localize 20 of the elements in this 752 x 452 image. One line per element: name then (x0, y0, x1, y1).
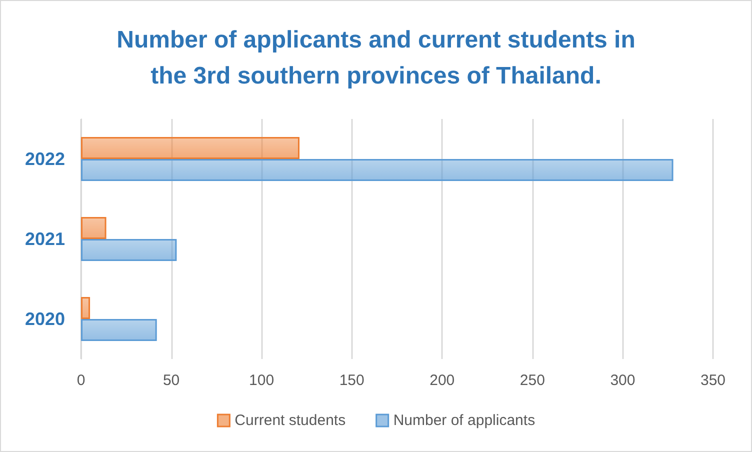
legend-label: Number of applicants (393, 412, 536, 429)
x-tick-label: 350 (700, 372, 726, 389)
x-tick-label: 100 (249, 372, 274, 389)
bar (81, 297, 90, 319)
y-tick-label: 2022 (24, 149, 65, 169)
bar (81, 159, 674, 181)
y-tick-label: 2020 (24, 309, 65, 329)
x-tick-label: 150 (339, 372, 364, 389)
bar (81, 239, 177, 261)
legend-label: Current students (234, 412, 346, 429)
x-tick-label: 0 (76, 372, 86, 389)
bar (81, 217, 106, 239)
x-tick-label: 300 (610, 372, 636, 389)
bar (81, 137, 300, 159)
x-tick-label: 200 (430, 372, 455, 389)
bar (81, 319, 157, 341)
x-tick-label: 250 (520, 372, 545, 389)
x-tick-label: 50 (162, 372, 180, 389)
chart-title: Number of applicants and current students in the 3rd southern provinces of Thailand. (116, 26, 636, 90)
y-tick-label: 2021 (24, 229, 65, 249)
